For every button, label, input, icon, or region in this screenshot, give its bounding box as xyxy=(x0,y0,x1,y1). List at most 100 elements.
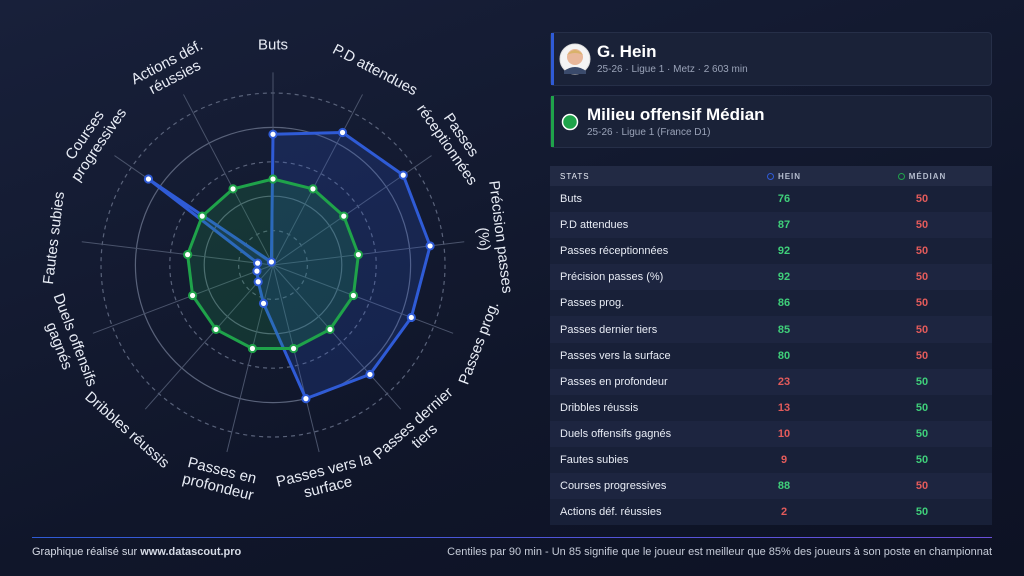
footnote: Centiles par 90 min - Un 85 signifie que… xyxy=(447,546,992,558)
player-value: 80 xyxy=(777,349,791,362)
player-value: 85 xyxy=(777,323,791,336)
data-point xyxy=(228,184,238,194)
spoke xyxy=(92,264,274,334)
stat-name: Passes réceptionnées xyxy=(560,245,669,258)
player-value: 10 xyxy=(777,427,791,440)
data-point xyxy=(353,250,363,260)
stat-name: Passes prog. xyxy=(560,297,625,310)
data-point xyxy=(253,277,263,287)
median-value: 50 xyxy=(915,323,929,336)
credit: Graphique réalisé sur www.datascout.pro xyxy=(32,546,241,558)
spoke xyxy=(272,94,363,266)
data-point xyxy=(337,127,348,138)
comparison-icon xyxy=(561,113,579,131)
table-row: Passes vers la surface 80 50 xyxy=(550,342,992,369)
legend-dot xyxy=(897,172,905,180)
player-value: 13 xyxy=(777,401,791,414)
stat-name: Passes dernier tiers xyxy=(560,323,658,336)
table-header: STATS HEIN MÉDIAN xyxy=(550,166,992,186)
spoke xyxy=(81,241,274,266)
data-point xyxy=(406,312,416,323)
data-point xyxy=(325,324,335,334)
median-value: 50 xyxy=(915,219,929,232)
table-row: Passes réceptionnées 92 50 xyxy=(550,238,992,265)
table-row: Actions déf. réussies 2 50 xyxy=(550,499,992,526)
data-point xyxy=(268,174,278,184)
player-value: 76 xyxy=(777,193,791,206)
data-point xyxy=(339,211,349,221)
data-point xyxy=(425,241,435,251)
data-point xyxy=(211,324,221,334)
median-value: 50 xyxy=(915,349,929,362)
avatar xyxy=(559,43,591,75)
table-row: Passes prog. 86 50 xyxy=(550,290,992,317)
comparison-meta: 25-26 · Ligue 1 (France D1) xyxy=(587,127,711,138)
data-point xyxy=(187,290,198,301)
stat-name: P.D attendues xyxy=(560,219,629,232)
legend-label: MÉDIAN xyxy=(908,171,947,181)
median-value: 50 xyxy=(915,506,929,519)
median-value: 50 xyxy=(915,427,929,440)
data-point xyxy=(253,258,263,268)
header-series: HEIN xyxy=(715,172,853,181)
spoke xyxy=(183,94,274,266)
table-row: Passes en profondeur 23 50 xyxy=(550,368,992,395)
spoke xyxy=(226,264,274,453)
stat-name: Passes vers la surface xyxy=(560,349,671,362)
table-row: Courses progressives 88 50 xyxy=(550,473,992,500)
data-point xyxy=(183,250,193,260)
data-point xyxy=(365,369,375,380)
credit-text: Graphique réalisé sur xyxy=(32,546,138,558)
stat-name: Courses progressives xyxy=(560,480,667,493)
median-value: 50 xyxy=(915,245,929,258)
credit-site: www.datascout.pro xyxy=(140,546,242,558)
series-area xyxy=(146,131,432,401)
accent xyxy=(551,96,554,147)
stat-name: Dribbles réussis xyxy=(560,401,639,414)
stat-name: Buts xyxy=(560,193,583,206)
data-point xyxy=(143,174,154,184)
header-series: MÉDIAN xyxy=(853,172,991,181)
player-value: 87 xyxy=(777,219,791,232)
player-value: 9 xyxy=(780,453,788,466)
table-row: Buts 76 50 xyxy=(550,186,992,213)
spoke xyxy=(272,264,320,453)
stat-name: Passes en profondeur xyxy=(560,375,668,388)
comparison-name: Milieu offensif Médian xyxy=(587,105,765,124)
legend-dot xyxy=(766,172,774,180)
median-value: 50 xyxy=(915,193,929,206)
spoke xyxy=(144,264,274,410)
player-card: G. Hein 25-26 · Ligue 1 · Metz · 2 603 m… xyxy=(550,32,992,86)
data-point xyxy=(266,257,277,267)
spoke xyxy=(272,264,454,334)
stat-name: Actions déf. réussies xyxy=(560,506,662,519)
player-value: 92 xyxy=(777,245,791,258)
accent xyxy=(551,33,554,85)
table-row: Passes dernier tiers 85 50 xyxy=(550,316,992,343)
data-point xyxy=(301,394,311,404)
data-point xyxy=(398,170,408,180)
table-row: Duels offensifs gagnés 10 50 xyxy=(550,420,992,447)
header-stats: STATS xyxy=(560,171,590,181)
player-meta: 25-26 · Ligue 1 · Metz · 2 603 min xyxy=(597,64,748,75)
player-value: 88 xyxy=(777,480,791,493)
median-value: 50 xyxy=(915,480,929,493)
stat-name: Fautes subies xyxy=(560,453,629,466)
player-value: 92 xyxy=(777,271,791,284)
stats-table: STATS HEIN MÉDIAN Buts 76 50 P.D attendues 8… xyxy=(550,166,992,526)
table-row: Précision passes (%) 92 50 xyxy=(550,264,992,291)
radar-chart xyxy=(81,72,465,453)
median-value: 50 xyxy=(915,453,929,466)
table-row: Dribbles réussis 13 50 xyxy=(550,394,992,421)
player-value: 86 xyxy=(777,297,791,310)
axis-label: Buts xyxy=(257,36,288,54)
player-value: 23 xyxy=(777,375,791,388)
data-point xyxy=(258,298,269,309)
grid-ring xyxy=(169,161,377,369)
data-point xyxy=(268,129,278,139)
data-point xyxy=(252,266,262,276)
median-value: 50 xyxy=(915,375,929,388)
data-point xyxy=(348,290,359,301)
data-point xyxy=(308,184,318,194)
